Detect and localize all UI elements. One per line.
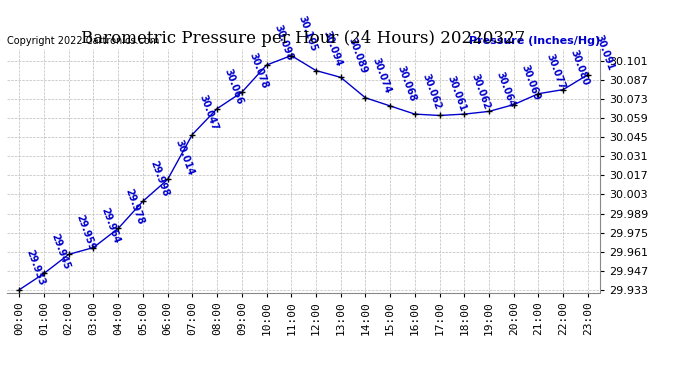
Text: 30.066: 30.066 bbox=[223, 67, 245, 106]
Text: 30.014: 30.014 bbox=[173, 138, 195, 177]
Text: 29.998: 29.998 bbox=[148, 160, 170, 198]
Text: 30.091: 30.091 bbox=[593, 33, 615, 72]
Text: 30.074: 30.074 bbox=[371, 56, 393, 95]
Text: 29.945: 29.945 bbox=[50, 232, 72, 271]
Text: 30.094: 30.094 bbox=[322, 29, 344, 68]
Text: 29.933: 29.933 bbox=[25, 248, 47, 287]
Text: 30.069: 30.069 bbox=[520, 63, 542, 102]
Text: 30.062: 30.062 bbox=[470, 73, 492, 111]
Text: 30.077: 30.077 bbox=[544, 52, 566, 91]
Text: 30.098: 30.098 bbox=[272, 24, 295, 62]
Text: 30.047: 30.047 bbox=[198, 93, 220, 132]
Title: Barometric Pressure per Hour (24 Hours) 20220327: Barometric Pressure per Hour (24 Hours) … bbox=[81, 30, 526, 47]
Text: Pressure (Inches/Hg): Pressure (Inches/Hg) bbox=[469, 36, 600, 46]
Text: 30.061: 30.061 bbox=[445, 74, 467, 113]
Text: 29.964: 29.964 bbox=[99, 206, 121, 245]
Text: 30.064: 30.064 bbox=[495, 70, 517, 109]
Text: Copyright 2022 Cartronics.com: Copyright 2022 Cartronics.com bbox=[7, 36, 159, 46]
Text: 30.080: 30.080 bbox=[569, 48, 591, 87]
Text: 29.959: 29.959 bbox=[75, 213, 97, 252]
Text: 30.068: 30.068 bbox=[395, 64, 418, 103]
Text: 30.089: 30.089 bbox=[346, 36, 368, 75]
Text: 30.105: 30.105 bbox=[297, 14, 319, 53]
Text: 29.978: 29.978 bbox=[124, 187, 146, 226]
Text: 30.062: 30.062 bbox=[420, 73, 443, 111]
Text: 30.078: 30.078 bbox=[247, 51, 270, 90]
